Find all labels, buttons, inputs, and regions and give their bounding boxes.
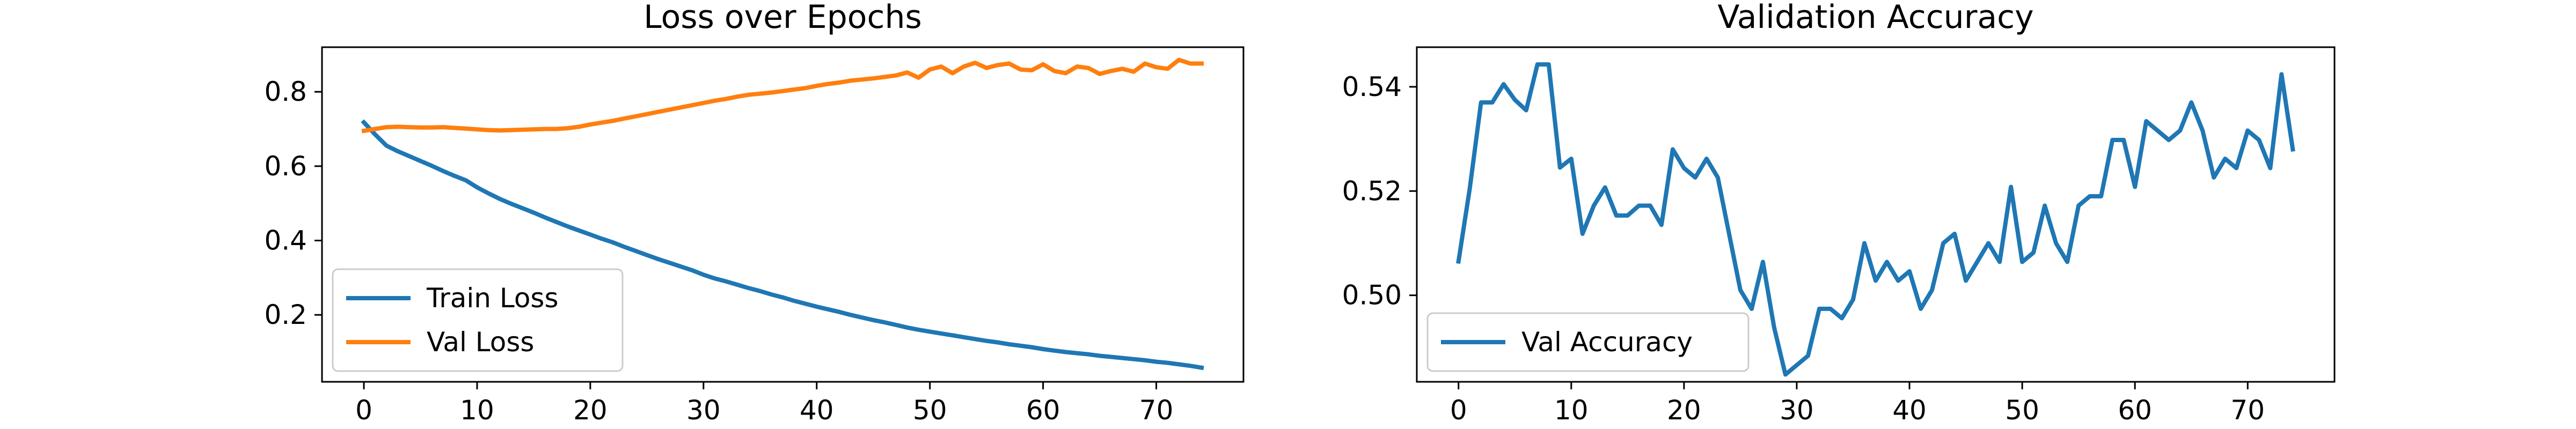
accuracy-chart-xtick-label: 50 [2005, 395, 2039, 426]
accuracy-chart-xtick-label: 10 [1554, 395, 1589, 426]
accuracy-chart-xtick-label: 40 [1892, 395, 1927, 426]
accuracy-chart-ytick-label: 0.54 [1342, 71, 1402, 102]
loss-chart-series-line-0 [361, 119, 1204, 371]
loss-chart: Loss over Epochs 0 10 20 30 40 50 60 70 0.2 0.4 0.… [264, 0, 1245, 426]
accuracy-chart-xtick-label: 0 [1450, 395, 1467, 426]
accuracy-chart-xtick-label: 20 [1667, 395, 1701, 426]
accuracy-chart-ytick-label: 0.50 [1342, 280, 1402, 311]
loss-chart-xtick-label: 50 [913, 395, 947, 426]
accuracy-chart: Validation Accuracy 0 10 20 30 40 50 60 700.500… [1342, 0, 2336, 426]
loss-chart-series-line-1 [361, 57, 1204, 134]
loss-chart-xtick-label: 0 [355, 395, 372, 426]
loss-chart-ytick-label: 0.4 [264, 225, 307, 256]
loss-chart-legend: Train Loss Val Loss [332, 268, 624, 372]
accuracy-chart-xtick-label: 60 [2118, 395, 2152, 426]
loss-chart-xtick-label: 60 [1026, 395, 1060, 426]
accuracy-chart-legend: Val Accuracy [1426, 312, 1750, 372]
accuracy-chart-axes-frame [1416, 46, 2336, 383]
loss-chart-xtick-label: 20 [573, 395, 608, 426]
loss-chart-axes-frame [321, 46, 1245, 383]
accuracy-chart-ticks: 0 10 20 30 40 50 60 70 0.50 0.52 0.54 [1342, 71, 2265, 426]
loss-chart-legend-label: Val Loss [427, 327, 534, 358]
loss-chart-title: Loss over Epochs [643, 0, 922, 36]
loss-chart-xtick-label: 30 [686, 395, 721, 426]
loss-chart-ytick-label: 0.8 [264, 76, 307, 107]
loss-chart-ticks: 0 10 20 30 40 50 60 70 0.2 0.4 0.6 0.8 [264, 76, 1173, 426]
accuracy-chart-legend-label: Val Accuracy [1521, 327, 1693, 358]
accuracy-chart-series [1456, 62, 2295, 377]
loss-chart-xtick-label: 70 [1139, 395, 1174, 426]
loss-chart-ytick-label: 0.6 [264, 151, 307, 182]
accuracy-chart-series-line-0 [1456, 62, 2295, 377]
loss-chart-legend-box [332, 268, 624, 372]
loss-chart-xtick-label: 40 [800, 395, 834, 426]
accuracy-chart-xtick-label: 30 [1780, 395, 1814, 426]
loss-chart-ytick-label: 0.2 [264, 299, 307, 330]
accuracy-chart-legend-box [1426, 312, 1750, 372]
loss-chart-series [361, 57, 1204, 371]
loss-chart-xtick-label: 10 [460, 395, 494, 426]
accuracy-chart-ytick-label: 0.52 [1342, 175, 1402, 206]
accuracy-chart-title: Validation Accuracy [1717, 0, 2033, 36]
accuracy-chart-xtick-label: 70 [2230, 395, 2265, 426]
loss-chart-legend-label: Train Loss [426, 283, 559, 314]
